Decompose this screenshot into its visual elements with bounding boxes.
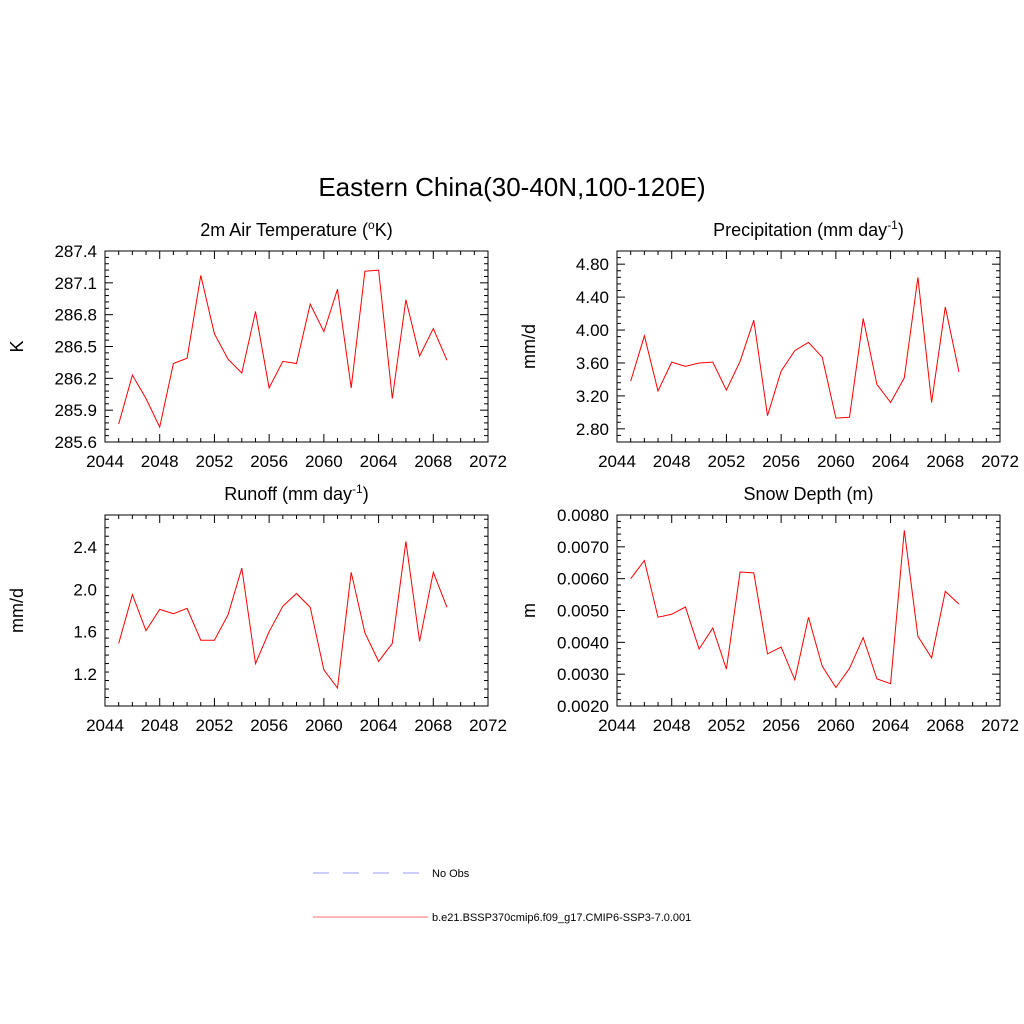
air-temperature-y-tick-label: 286.2 [54,369,97,388]
precipitation-series-line [630,277,960,419]
precipitation-x-tick-label: 2048 [653,452,691,471]
snow-depth-y-tick-label: 0.0040 [557,633,609,652]
precipitation-y-tick-label: 4.80 [576,255,609,274]
runoff-x-tick-label: 2048 [141,716,179,735]
air-temperature-y-tick-label: 285.6 [54,433,97,452]
precipitation-x-tick-label: 2056 [762,452,800,471]
air-temperature-x-tick-label: 2064 [360,452,398,471]
runoff-y-tick-label: 1.2 [73,665,97,684]
precipitation-ylabel: mm/d [519,324,539,369]
snow-depth-y-tick-label: 0.0020 [557,697,609,716]
runoff-x-tick-label: 2064 [360,716,398,735]
snow-depth-x-tick-label: 2044 [598,716,636,735]
runoff-x-tick-label: 2068 [414,716,452,735]
precipitation-y-tick-label: 4.00 [576,321,609,340]
runoff-y-tick-label: 2.4 [73,538,97,557]
precipitation-y-tick-label: 2.80 [576,420,609,439]
snow-depth-plot-frame [616,514,1001,707]
snow-depth-x-tick-label: 2072 [981,716,1019,735]
precipitation-x-tick-label: 2072 [981,452,1019,471]
precipitation-y-tick-label: 3.20 [576,387,609,406]
air-temperature-x-tick-label: 2072 [469,452,507,471]
runoff-x-tick-label: 2056 [250,716,288,735]
panels: 2m Air Temperature (oK) K 2044 2048 2052 2056… [7,218,1019,735]
air-temperature-x-tick-label: 2048 [141,452,179,471]
runoff-x-tick-label: 2052 [196,716,234,735]
snow-depth-y-tick-label: 0.0050 [557,602,609,621]
precipitation-panel-title: Precipitation (mm day-1) [713,218,904,240]
runoff-x-tick-label: 2060 [305,716,343,735]
snow-depth-x-tick-label: 2060 [817,716,855,735]
air-temperature-y-tick-label: 285.9 [54,401,97,420]
snow-depth-x-tick-label: 2052 [708,716,746,735]
precipitation-y-tick-label: 4.40 [576,288,609,307]
panel-runoff: Runoff (mm day-1) mm/d 2044 2048 2052 2056 206… [7,482,507,735]
precipitation-plot-frame [616,250,1001,443]
air-temperature-y-tick-label: 287.1 [54,274,97,293]
precipitation-x-tick-label: 2064 [872,452,910,471]
snow-depth-y-tick-label: 0.0070 [557,538,609,557]
runoff-ylabel: mm/d [7,588,27,633]
air-temperature-x-tick-label: 2060 [305,452,343,471]
air-temperature-y-tick-label: 286.8 [54,306,97,325]
panel-snow-depth: Snow Depth (m) m 2044 2048 2052 2056 2060 2064 2… [519,484,1019,735]
snow-depth-panel-title: Snow Depth (m) [743,484,873,504]
panel-precipitation: Precipitation (mm day-1) mm/d 2044 2048 2052… [519,218,1019,471]
air-temperature-y-tick-label: 287.4 [54,242,97,261]
panel-air-temperature: 2m Air Temperature (oK) K 2044 2048 2052 2056… [7,218,507,471]
precipitation-x-tick-label: 2044 [598,452,636,471]
legend-label-model-run: b.e21.BSSP370cmip6.f09_g17.CMIP6-SSP3-7.… [432,912,691,924]
air-temperature-x-tick-label: 2044 [86,452,124,471]
air-temperature-x-tick-label: 2052 [196,452,234,471]
snow-depth-x-tick-label: 2048 [653,716,691,735]
runoff-series-line [118,541,448,690]
snow-depth-series-line [630,530,960,689]
snow-depth-y-tick-label: 0.0030 [557,665,609,684]
legend-label-no-obs: No Obs [432,868,470,880]
legend: No Obs b.e21.BSSP370cmip6.f09_g17.CMIP6-… [313,868,691,924]
precipitation-y-tick-label: 3.60 [576,354,609,373]
runoff-x-tick-label: 2044 [86,716,124,735]
runoff-x-tick-label: 2072 [469,716,507,735]
precipitation-x-tick-label: 2052 [708,452,746,471]
air-temperature-series-line [118,269,448,429]
runoff-panel-title: Runoff (mm day-1) [224,482,368,504]
figure-title: Eastern China(30-40N,100-120E) [318,172,705,202]
snow-depth-y-tick-label: 0.0060 [557,570,609,589]
runoff-y-tick-label: 2.0 [73,580,97,599]
air-temperature-x-tick-label: 2068 [414,452,452,471]
snow-depth-x-tick-label: 2056 [762,716,800,735]
snow-depth-ylabel: m [519,603,539,618]
air-temperature-x-tick-label: 2056 [250,452,288,471]
snow-depth-y-tick-label: 0.0080 [557,506,609,525]
precipitation-x-tick-label: 2068 [926,452,964,471]
snow-depth-x-tick-label: 2064 [872,716,910,735]
air-temperature-ylabel: K [7,340,27,352]
air-temperature-y-tick-label: 286.5 [54,338,97,357]
air-temperature-panel-title: 2m Air Temperature (oK) [200,218,392,240]
snow-depth-x-tick-label: 2068 [926,716,964,735]
runoff-y-tick-label: 1.6 [73,623,97,642]
precipitation-x-tick-label: 2060 [817,452,855,471]
